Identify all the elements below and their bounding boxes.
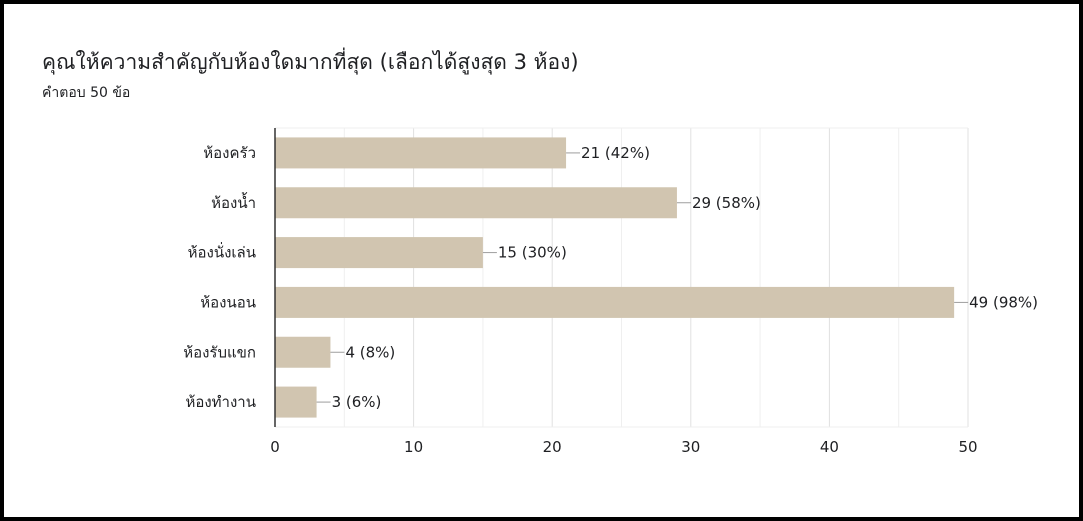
bar xyxy=(275,336,331,368)
bar xyxy=(275,237,483,269)
labels: ห้องครัว 21 (42%) ห้องน้ำ 29 (58%) ห้องนั่งเ… xyxy=(183,144,1038,411)
data-label: 21 (42%) xyxy=(581,144,650,162)
data-label: 4 (8%) xyxy=(345,343,395,361)
bars xyxy=(275,137,955,418)
x-tick-label: 20 xyxy=(543,438,562,456)
x-tick-label: 40 xyxy=(820,438,839,456)
grid-lines xyxy=(275,127,969,428)
category-label: ห้องน้ำ xyxy=(211,192,256,212)
data-label: 3 (6%) xyxy=(332,393,382,411)
data-label: 49 (98%) xyxy=(969,293,1038,311)
bar xyxy=(275,187,677,219)
axes: 0 10 20 30 40 50 xyxy=(270,128,978,456)
data-label: 29 (58%) xyxy=(692,194,761,212)
x-tick-label: 50 xyxy=(958,438,977,456)
bar xyxy=(275,386,317,418)
response-count: คำตอบ 50 ข้อ xyxy=(42,85,131,101)
x-tick-label: 0 xyxy=(270,438,280,456)
category-label: ห้องรับแขก xyxy=(183,343,256,361)
category-label: ห้องครัว xyxy=(203,144,256,162)
bar xyxy=(275,137,567,169)
x-tick-label: 10 xyxy=(404,438,423,456)
bar xyxy=(275,286,955,318)
chart-title: คุณให้ความสำคัญกับห้องใดมากที่สุด (เลือก… xyxy=(42,50,579,74)
category-label: ห้องทำงาน xyxy=(185,393,256,411)
category-label: ห้องนั่งเล่น xyxy=(188,242,256,262)
data-label: 15 (30%) xyxy=(498,244,567,262)
category-label: ห้องนอน xyxy=(200,293,256,311)
x-tick-label: 30 xyxy=(681,438,700,456)
